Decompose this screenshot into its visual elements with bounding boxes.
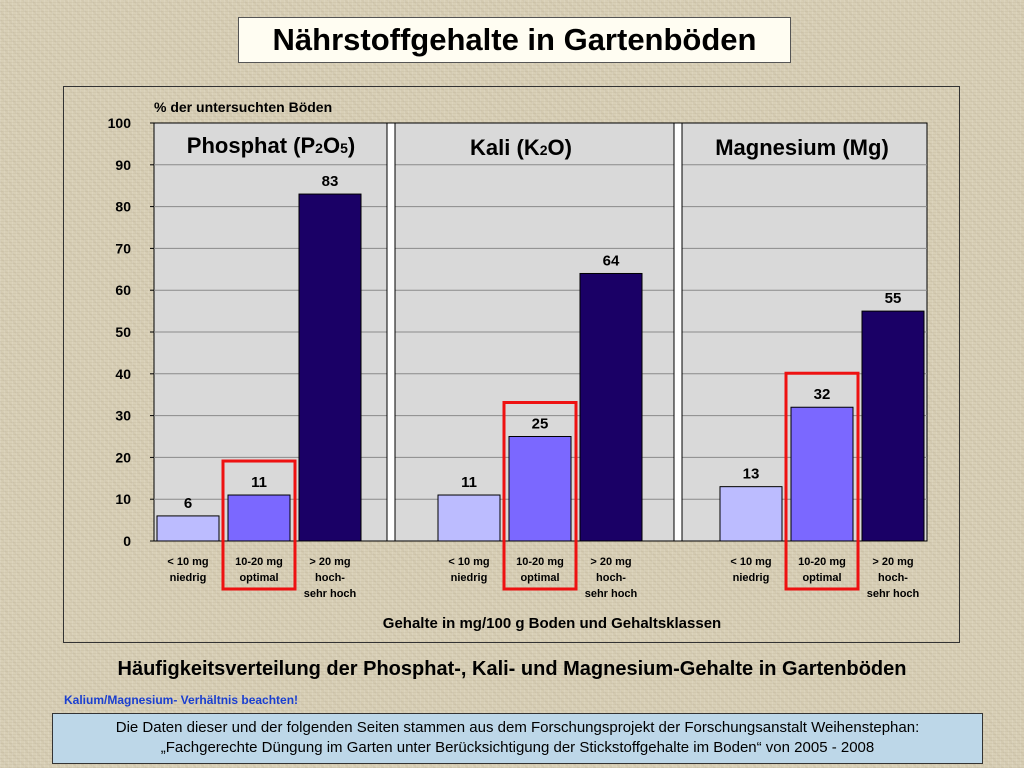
category-label: < 10 mg (167, 556, 208, 568)
chart-caption: Häufigkeitsverteilung der Phosphat-, Kal… (117, 658, 907, 680)
data-label: 64 (603, 252, 620, 269)
data-label: 83 (322, 173, 339, 190)
y-tick-label: 80 (115, 199, 131, 215)
category-label: 10-20 mg (798, 556, 846, 568)
data-label: 11 (251, 474, 267, 491)
category-label: niedrig (733, 572, 770, 584)
y-tick-label: 30 (115, 408, 131, 424)
bar-chart: 0 10 20 30 40 50 60 70 80 90 100 % der untersuchten… (108, 99, 928, 632)
source-line-1: Die Daten dieser und der folgenden Seite… (115, 719, 920, 736)
category-label: sehr hoch (585, 588, 638, 600)
group-separator (386, 122, 396, 542)
category-label: > 20 mg (309, 556, 350, 568)
y-axis-label: % der untersuchten Böden (154, 99, 332, 115)
category-label: < 10 mg (448, 556, 489, 568)
optimal-highlight-box (784, 371, 860, 591)
bar (861, 310, 925, 542)
category-label: < 10 mg (730, 556, 771, 568)
y-tick-label: 10 (115, 491, 131, 507)
category-label: optimal (520, 572, 559, 584)
bar (508, 436, 572, 542)
group-title: Phosphat (P2O5) (187, 133, 355, 158)
data-label: 13 (743, 466, 760, 483)
y-tick-label: 50 (115, 324, 131, 340)
data-label: 25 (532, 416, 549, 433)
group-separator (673, 122, 683, 542)
category-label: optimal (239, 572, 278, 584)
category-label: niedrig (451, 572, 488, 584)
chart-frame (63, 86, 960, 643)
x-axis-label: Gehalte in mg/100 g Boden und Gehaltskla… (383, 615, 721, 632)
y-tick-label: 20 (115, 449, 131, 465)
bar (579, 272, 643, 542)
y-tick-label: 70 (115, 240, 131, 256)
optimal-highlight-box (221, 459, 297, 591)
source-line-2: „Fachgerechte Düngung im Garten unter Be… (160, 739, 875, 756)
optimal-highlight-box (502, 401, 578, 591)
y-tick-label: 40 (115, 366, 131, 382)
category-label: 10-20 mg (516, 556, 564, 568)
bar (719, 486, 783, 542)
page-title: Nährstoffgehalte in Gartenböden (238, 17, 791, 63)
category-label: > 20 mg (872, 556, 913, 568)
category-label: niedrig (170, 572, 207, 584)
bar (298, 193, 362, 542)
bar (227, 494, 291, 542)
category-label: hoch- (596, 572, 626, 584)
category-label: sehr hoch (867, 588, 920, 600)
data-label: 6 (184, 495, 192, 512)
data-label: 11 (461, 474, 477, 491)
category-label: hoch- (315, 572, 345, 584)
data-label: 55 (885, 290, 902, 307)
category-label: > 20 mg (590, 556, 631, 568)
y-tick-label: 90 (115, 157, 131, 173)
category-label: sehr hoch (304, 588, 357, 600)
y-tick-label: 0 (123, 533, 131, 549)
group-title: Magnesium (Mg) (715, 135, 889, 160)
y-tick-label: 60 (115, 282, 131, 298)
data-label: 32 (814, 386, 831, 403)
group-title: Kali (K2O) (470, 135, 572, 160)
category-label: 10-20 mg (235, 556, 283, 568)
y-tick-label: 100 (108, 115, 132, 131)
ratio-note: Kalium/Magnesium- Verhältnis beachten! (64, 693, 299, 707)
bar (790, 406, 854, 542)
source-box: Die Daten dieser und der folgenden Seite… (52, 713, 983, 764)
bar (156, 515, 220, 542)
category-label: hoch- (878, 572, 908, 584)
category-label: optimal (802, 572, 841, 584)
bar (437, 494, 501, 542)
